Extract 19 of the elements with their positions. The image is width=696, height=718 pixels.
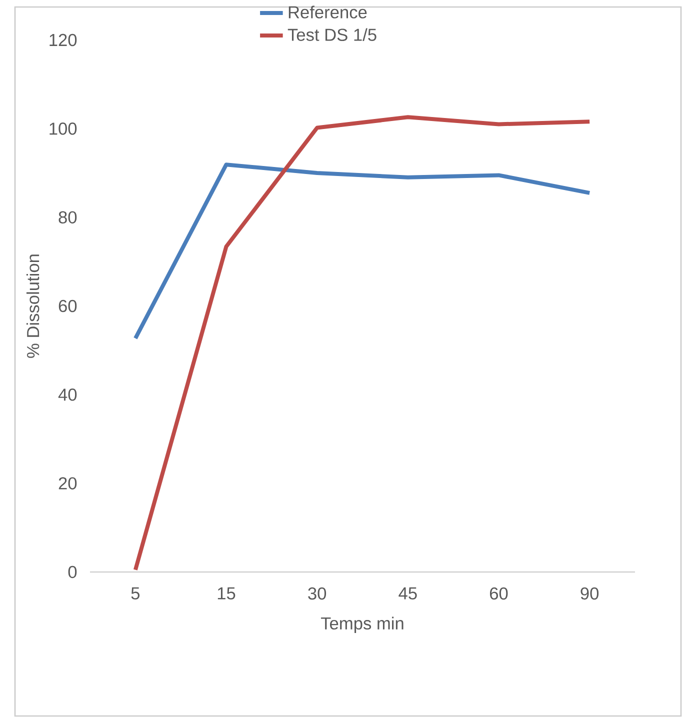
x-tick-label: 15: [218, 587, 236, 600]
y-tick-label: 0: [68, 566, 77, 578]
y-tick-label: 80: [58, 211, 77, 224]
legend-label: Reference: [288, 6, 367, 18]
y-tick-label: 40: [58, 388, 77, 401]
y-tick-label: 60: [58, 300, 77, 312]
y-tick-label: 120: [50, 34, 77, 46]
x-tick-label: 90: [580, 587, 599, 600]
y-axis-title: % Dissolution: [26, 254, 40, 358]
line-series: [133, 162, 592, 340]
x-tick-label: 5: [131, 587, 140, 600]
x-tick-label: 30: [308, 587, 326, 600]
legend-label: Test DS 1/5: [288, 28, 376, 41]
y-tick-label: 20: [58, 477, 77, 490]
x-tick-label: 60: [490, 587, 508, 600]
x-tick-label: 45: [398, 587, 417, 600]
x-axis-title: Temps min: [320, 616, 404, 633]
line-series: [133, 115, 592, 572]
y-tick-label: 100: [50, 122, 77, 135]
